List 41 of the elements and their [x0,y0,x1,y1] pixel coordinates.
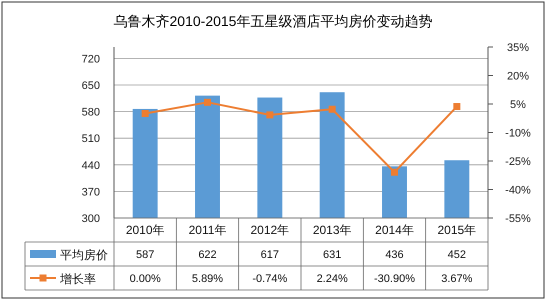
y2-tick-label: -40% [505,184,532,196]
data-label: 2.24% [316,273,348,285]
data-label: 3.67% [441,273,473,285]
point [142,110,149,117]
y2-tick-label: -25% [505,156,532,168]
y2-tick-label: -55% [505,213,532,225]
data-label: 452 [448,249,466,261]
chart-title: 乌鲁木齐2010-2015年五星级酒店平均房价变动趋势 [114,13,432,29]
point [266,111,274,118]
y-tick-label: 650 [82,80,100,92]
y-tick-label: 440 [82,160,100,172]
legend-label: 平均房价 [60,248,108,262]
data-label: 5.89% [192,273,224,285]
y-tick-label: 580 [82,106,100,119]
legend-label: 增长率 [59,272,96,286]
y-tick-label: 720 [82,53,100,66]
data-label: 436 [385,249,404,261]
data-label: 622 [198,249,217,261]
point [453,103,460,110]
data-label: 631 [322,249,342,261]
y2-tick-label: -10% [505,128,532,140]
x-tick-label: 2012年 [250,223,290,237]
x-tick-label: 2015年 [437,223,476,237]
data-label: 0.00% [130,273,161,285]
y-tick-label: 300 [82,213,100,225]
x-tick-label: 2013年 [312,223,352,237]
x-tick-label: 2014年 [375,223,414,237]
point [328,106,336,113]
point [391,168,398,176]
y2-tick-label: 20% [506,70,530,82]
y2-tick-label: 35% [506,42,530,54]
data-label: 617 [260,249,280,261]
data-label: 587 [136,249,154,261]
point [204,98,211,106]
y2-tick-label: 5% [510,99,526,111]
y-tick-label: 370 [82,186,100,198]
x-tick-label: 2011年 [188,223,226,237]
data-label: -30.90% [374,273,416,285]
x-tick-label: 2010年 [126,223,165,237]
data-label: -0.74% [252,273,288,285]
y-tick-label: 510 [82,133,100,146]
